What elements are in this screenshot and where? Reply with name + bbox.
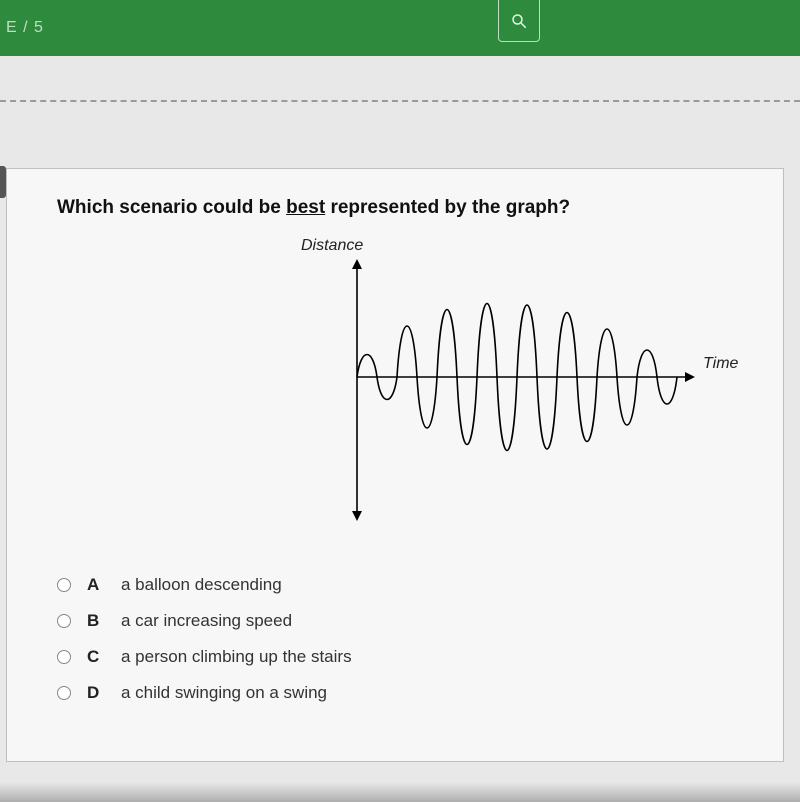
option-letter: C xyxy=(87,647,105,667)
chart-area: Distance Time xyxy=(57,237,743,537)
option-letter: A xyxy=(87,575,105,595)
prompt-suffix: represented by the graph? xyxy=(325,197,570,218)
search-icon xyxy=(510,12,528,30)
option-text: a person climbing up the stairs xyxy=(121,647,352,667)
option-d[interactable]: D a child swinging on a swing xyxy=(57,675,743,711)
option-c[interactable]: C a person climbing up the stairs xyxy=(57,639,743,675)
prompt-prefix: Which scenario could be xyxy=(57,197,286,218)
option-a[interactable]: A a balloon descending xyxy=(57,567,743,603)
divider xyxy=(0,100,800,102)
option-text: a car increasing speed xyxy=(121,611,292,631)
x-axis-label: Time xyxy=(703,355,738,373)
option-letter: D xyxy=(87,683,105,703)
option-letter: B xyxy=(87,611,105,631)
prompt-underlined: best xyxy=(286,197,325,218)
y-axis-label: Distance xyxy=(301,237,363,255)
option-b[interactable]: B a car increasing speed xyxy=(57,603,743,639)
question-card: Which scenario could be best represented… xyxy=(6,168,784,762)
radio-icon xyxy=(57,614,71,628)
top-bar: E / 5 xyxy=(0,0,800,56)
radio-icon xyxy=(57,578,71,592)
question-prompt: Which scenario could be best represented… xyxy=(57,197,743,219)
search-button[interactable] xyxy=(498,0,540,42)
bottom-shadow xyxy=(0,782,800,802)
score-indicator: E / 5 xyxy=(0,19,44,37)
distance-time-graph xyxy=(57,237,737,537)
radio-icon xyxy=(57,686,71,700)
answer-options: A a balloon descending B a car increasin… xyxy=(57,567,743,711)
option-text: a balloon descending xyxy=(121,575,282,595)
option-text: a child swinging on a swing xyxy=(121,683,327,703)
radio-icon xyxy=(57,650,71,664)
